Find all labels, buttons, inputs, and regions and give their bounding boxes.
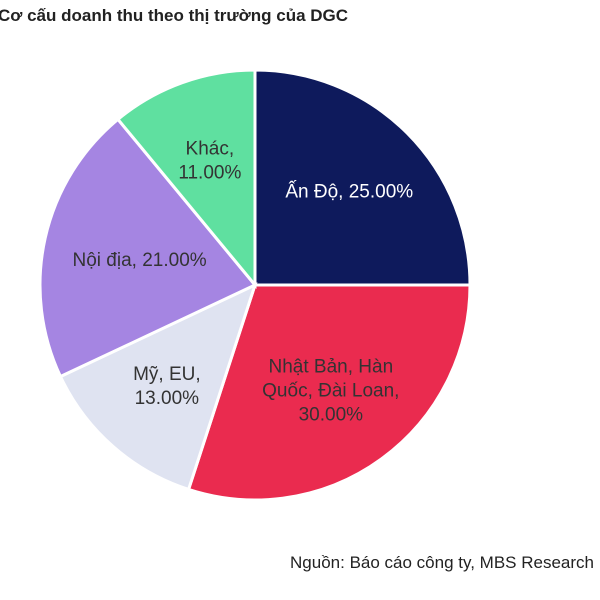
source-note: Nguồn: Báo cáo công ty, MBS Research — [290, 553, 594, 572]
pie-slice-5 — [115, 68, 257, 290]
slice-label-4: Nội địa, 21.00% — [73, 250, 207, 271]
slice-label-1: Ấn Độ, 25.00% — [285, 181, 413, 203]
pie-slice-1 — [253, 68, 472, 287]
pie-slice-3 — [58, 282, 258, 492]
slice-label-3: Mỹ, EU, 13.00% — [133, 364, 201, 409]
pie-slice-4 — [38, 117, 258, 379]
slice-label-2: Nhật Bản, Hàn Quốc, Đài Loan, 30.00% — [262, 356, 399, 425]
pie-slice-2 — [186, 283, 472, 502]
chart-title: Cơ cấu doanh thu theo thị trường của DGC — [0, 6, 349, 25]
slice-label-5: Khác, 11.00% — [178, 139, 241, 184]
